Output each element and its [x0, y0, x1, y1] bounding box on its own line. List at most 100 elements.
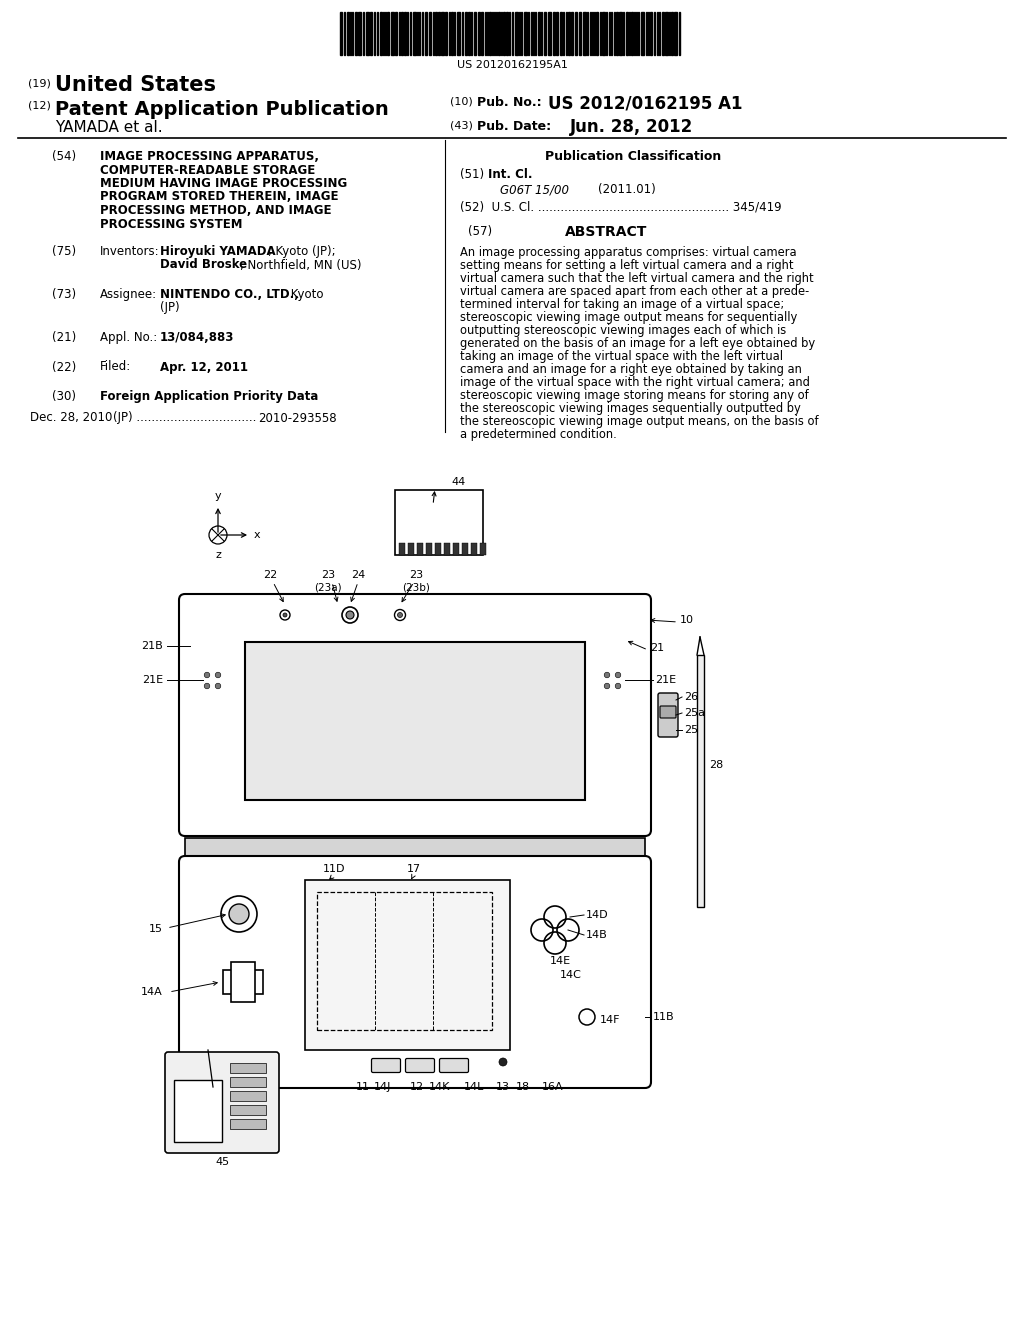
Bar: [506, 12, 508, 55]
Text: 14E: 14E: [550, 956, 571, 966]
Text: MEDIUM HAVING IMAGE PROCESSING: MEDIUM HAVING IMAGE PROCESSING: [100, 177, 347, 190]
Text: termined interval for taking an image of a virtual space;: termined interval for taking an image of…: [460, 298, 784, 312]
Bar: [370, 12, 372, 55]
Text: , Kyoto (JP);: , Kyoto (JP);: [268, 246, 336, 257]
Bar: [618, 12, 622, 55]
Bar: [560, 12, 562, 55]
Text: 21E: 21E: [142, 675, 163, 685]
Bar: [185, 838, 645, 861]
Bar: [471, 543, 477, 554]
Text: 2010-293558: 2010-293558: [258, 412, 337, 425]
Bar: [462, 543, 468, 554]
Text: PROGRAM STORED THEREIN, IMAGE: PROGRAM STORED THEREIN, IMAGE: [100, 190, 339, 203]
Text: (10): (10): [450, 96, 473, 106]
Bar: [445, 12, 447, 55]
Text: Hiroyuki YAMADA: Hiroyuki YAMADA: [160, 246, 275, 257]
Text: virtual camera are spaced apart from each other at a prede-: virtual camera are spaced apart from eac…: [460, 285, 809, 298]
Bar: [697, 655, 705, 907]
Text: Pub. Date:: Pub. Date:: [477, 120, 551, 133]
Text: An image processing apparatus comprises: virtual camera: An image processing apparatus comprises:…: [460, 246, 797, 259]
Bar: [230, 1119, 266, 1129]
Bar: [230, 1092, 266, 1101]
Text: (JP) ................................: (JP) ................................: [113, 412, 256, 425]
Text: virtual camera such that the left virtual camera and the right: virtual camera such that the left virtua…: [460, 272, 814, 285]
Text: (JP): (JP): [160, 301, 179, 314]
Text: generated on the basis of an image for a left eye obtained by: generated on the basis of an image for a…: [460, 337, 815, 350]
Bar: [438, 12, 440, 55]
Text: 11: 11: [356, 1082, 370, 1092]
Circle shape: [397, 612, 402, 618]
Text: 13: 13: [496, 1082, 510, 1092]
Text: 25: 25: [684, 725, 698, 735]
Text: 16A: 16A: [542, 1082, 564, 1092]
Text: 18: 18: [516, 1082, 530, 1092]
Bar: [481, 12, 483, 55]
Bar: [468, 12, 470, 55]
Text: 14A: 14A: [141, 987, 163, 997]
Text: (23a): (23a): [314, 582, 342, 591]
Bar: [395, 490, 483, 554]
Bar: [305, 880, 510, 1049]
Bar: [650, 12, 652, 55]
Text: (2011.01): (2011.01): [598, 183, 655, 197]
Text: Kyoto: Kyoto: [287, 288, 324, 301]
Bar: [399, 543, 406, 554]
FancyBboxPatch shape: [660, 706, 676, 718]
FancyBboxPatch shape: [165, 1052, 279, 1152]
Bar: [498, 12, 500, 55]
Bar: [231, 962, 255, 1002]
Bar: [524, 12, 527, 55]
Text: United States: United States: [55, 75, 216, 95]
FancyBboxPatch shape: [372, 1059, 400, 1072]
Bar: [480, 543, 486, 554]
Text: 44: 44: [451, 477, 465, 487]
FancyBboxPatch shape: [179, 855, 651, 1088]
Bar: [245, 642, 585, 800]
Text: setting means for setting a left virtual camera and a right: setting means for setting a left virtual…: [460, 259, 794, 272]
Text: the stereoscopic viewing image output means, on the basis of: the stereoscopic viewing image output me…: [460, 414, 818, 428]
Text: 14B: 14B: [586, 931, 608, 940]
Text: Patent Application Publication: Patent Application Publication: [55, 100, 389, 119]
Text: (21): (21): [52, 331, 76, 345]
Text: ABSTRACT: ABSTRACT: [565, 224, 647, 239]
Circle shape: [615, 684, 621, 689]
FancyBboxPatch shape: [658, 693, 678, 737]
Bar: [401, 12, 403, 55]
Bar: [417, 543, 423, 554]
Text: 14D: 14D: [586, 909, 608, 920]
Bar: [579, 12, 581, 55]
Text: y: y: [215, 491, 221, 502]
Text: COMPUTER-READABLE STORAGE: COMPUTER-READABLE STORAGE: [100, 164, 315, 177]
Bar: [355, 12, 357, 55]
Text: (54): (54): [52, 150, 76, 162]
Bar: [230, 1063, 266, 1073]
Text: outputting stereoscopic viewing images each of which is: outputting stereoscopic viewing images e…: [460, 323, 786, 337]
Bar: [223, 970, 263, 994]
Text: PROCESSING METHOD, AND IMAGE: PROCESSING METHOD, AND IMAGE: [100, 205, 332, 216]
Text: 10: 10: [680, 615, 694, 624]
Text: z: z: [215, 550, 221, 560]
Text: (51): (51): [460, 168, 484, 181]
Text: a predetermined condition.: a predetermined condition.: [460, 428, 616, 441]
Text: 14K: 14K: [429, 1082, 451, 1092]
Text: Inventors:: Inventors:: [100, 246, 160, 257]
Bar: [457, 12, 460, 55]
Text: x: x: [254, 531, 261, 540]
Text: 14J: 14J: [375, 1082, 392, 1092]
Bar: [616, 12, 618, 55]
Bar: [451, 12, 453, 55]
Text: Filed:: Filed:: [100, 360, 131, 374]
Text: David Broske: David Broske: [160, 259, 247, 272]
Text: PROCESSING SYSTEM: PROCESSING SYSTEM: [100, 218, 243, 231]
Bar: [556, 12, 558, 55]
Bar: [380, 12, 382, 55]
Bar: [662, 12, 664, 55]
Text: Jun. 28, 2012: Jun. 28, 2012: [570, 117, 693, 136]
Bar: [503, 12, 505, 55]
Bar: [441, 12, 444, 55]
Circle shape: [604, 684, 610, 689]
Bar: [174, 1080, 222, 1142]
Bar: [474, 12, 476, 55]
Text: (30): (30): [52, 389, 76, 403]
Bar: [317, 892, 492, 1030]
